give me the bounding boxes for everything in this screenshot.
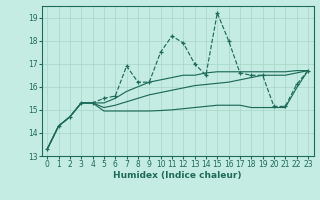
X-axis label: Humidex (Indice chaleur): Humidex (Indice chaleur) [113, 171, 242, 180]
